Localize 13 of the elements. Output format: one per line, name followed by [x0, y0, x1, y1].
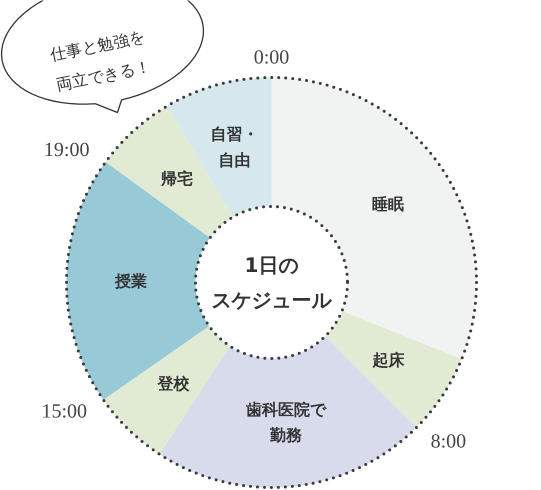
slice-label: 睡眠: [372, 194, 404, 214]
slice-label: 帰宅: [160, 169, 193, 188]
slice-label: 歯科医院で勤務: [245, 400, 328, 445]
text: 1日のスケジュール: [212, 253, 332, 312]
slice-label: 起床: [372, 350, 406, 370]
text: 0:00: [254, 46, 290, 68]
slice-label: 自習・自由: [210, 124, 258, 170]
text: 15:00: [41, 400, 88, 422]
text: 8:00: [430, 430, 466, 453]
slice-label: 登校: [156, 374, 191, 393]
text: 19:00: [44, 139, 90, 162]
slice-label: 授業: [114, 272, 148, 291]
text: 仕事と勉強を両立できる！: [48, 26, 152, 94]
